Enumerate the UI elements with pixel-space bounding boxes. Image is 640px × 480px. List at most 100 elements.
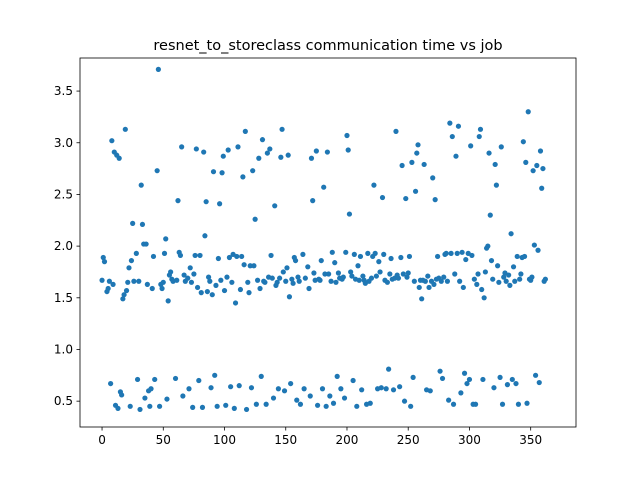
data-point: [279, 126, 285, 132]
data-point: [349, 273, 355, 279]
data-point: [264, 150, 270, 156]
y-axis: 0.5 1.0 1.5 2.0 2.5 3.0 3.5: [54, 84, 80, 408]
data-point: [237, 286, 244, 293]
data-point: [284, 265, 290, 271]
data-point: [99, 277, 105, 283]
data-point: [152, 376, 158, 383]
data-point: [464, 380, 470, 387]
data-point: [532, 372, 539, 378]
data-point: [340, 274, 346, 280]
data-point: [454, 250, 460, 256]
data-point: [506, 272, 512, 278]
data-point: [507, 282, 513, 288]
data-point: [356, 277, 362, 283]
data-point: [403, 195, 409, 202]
data-point: [108, 380, 114, 387]
data-point: [203, 199, 209, 205]
data-point: [496, 279, 502, 285]
data-point: [143, 241, 149, 247]
data-point: [491, 385, 497, 391]
data-point: [252, 216, 258, 222]
data-point: [457, 278, 463, 284]
data-point: [482, 269, 488, 275]
data-point: [321, 184, 327, 190]
data-point: [357, 253, 364, 260]
data-point: [534, 162, 540, 169]
x-tick-label: 250: [397, 433, 420, 447]
data-point: [487, 212, 493, 218]
x-tick-label: 0: [98, 433, 106, 447]
data-point: [201, 149, 207, 155]
data-point: [294, 397, 300, 403]
data-point: [198, 290, 204, 296]
data-point: [346, 211, 353, 217]
data-point: [157, 403, 163, 409]
data-point: [101, 259, 108, 265]
data-point: [333, 279, 339, 285]
data-point: [274, 279, 280, 285]
data-point: [125, 279, 131, 285]
data-point: [497, 374, 503, 380]
data-point: [181, 272, 187, 278]
data-point: [213, 282, 219, 288]
data-point: [486, 150, 492, 156]
data-point: [272, 203, 278, 209]
data-point: [177, 252, 184, 259]
data-point: [401, 398, 408, 404]
data-point: [529, 274, 535, 280]
data-point: [542, 276, 548, 282]
data-point: [537, 148, 544, 154]
data-point: [187, 265, 193, 271]
data-point: [535, 247, 541, 253]
data-point: [514, 253, 520, 260]
data-point: [192, 252, 198, 259]
data-point: [509, 376, 515, 383]
data-point: [408, 403, 414, 409]
data-point: [228, 384, 234, 390]
data-point: [431, 281, 437, 287]
data-point: [269, 275, 275, 281]
data-point: [365, 250, 371, 256]
data-point: [459, 249, 465, 255]
data-point: [324, 149, 330, 155]
data-point: [297, 401, 304, 407]
data-point: [490, 276, 496, 282]
data-point: [350, 377, 356, 384]
data-point: [443, 250, 449, 256]
data-point: [438, 278, 444, 284]
data-point: [373, 273, 379, 279]
data-point: [257, 285, 263, 292]
data-point: [302, 275, 308, 281]
data-point: [120, 296, 126, 302]
data-point: [286, 294, 293, 300]
data-point: [539, 185, 545, 191]
data-point: [432, 197, 438, 203]
data-point: [209, 292, 215, 298]
data-point: [458, 390, 464, 396]
data-point: [426, 284, 432, 291]
data-point: [256, 155, 262, 161]
data-point: [190, 404, 196, 410]
data-point: [138, 182, 144, 188]
data-point: [310, 198, 316, 204]
data-point: [280, 269, 286, 275]
data-point: [186, 386, 192, 392]
data-point: [127, 403, 133, 409]
x-tick-label: 350: [519, 433, 542, 447]
data-point: [400, 271, 406, 277]
data-point: [126, 265, 132, 271]
data-point: [210, 169, 217, 175]
data-point: [354, 403, 360, 409]
data-point: [180, 393, 186, 399]
data-point: [208, 385, 214, 391]
data-point: [348, 269, 354, 275]
data-point: [379, 194, 386, 201]
data-point: [471, 276, 477, 282]
data-point: [430, 175, 436, 181]
data-point: [202, 233, 208, 239]
data-point: [122, 126, 128, 132]
data-point: [308, 155, 315, 161]
data-point: [371, 182, 377, 188]
data-point: [301, 386, 307, 392]
data-point: [327, 393, 333, 399]
